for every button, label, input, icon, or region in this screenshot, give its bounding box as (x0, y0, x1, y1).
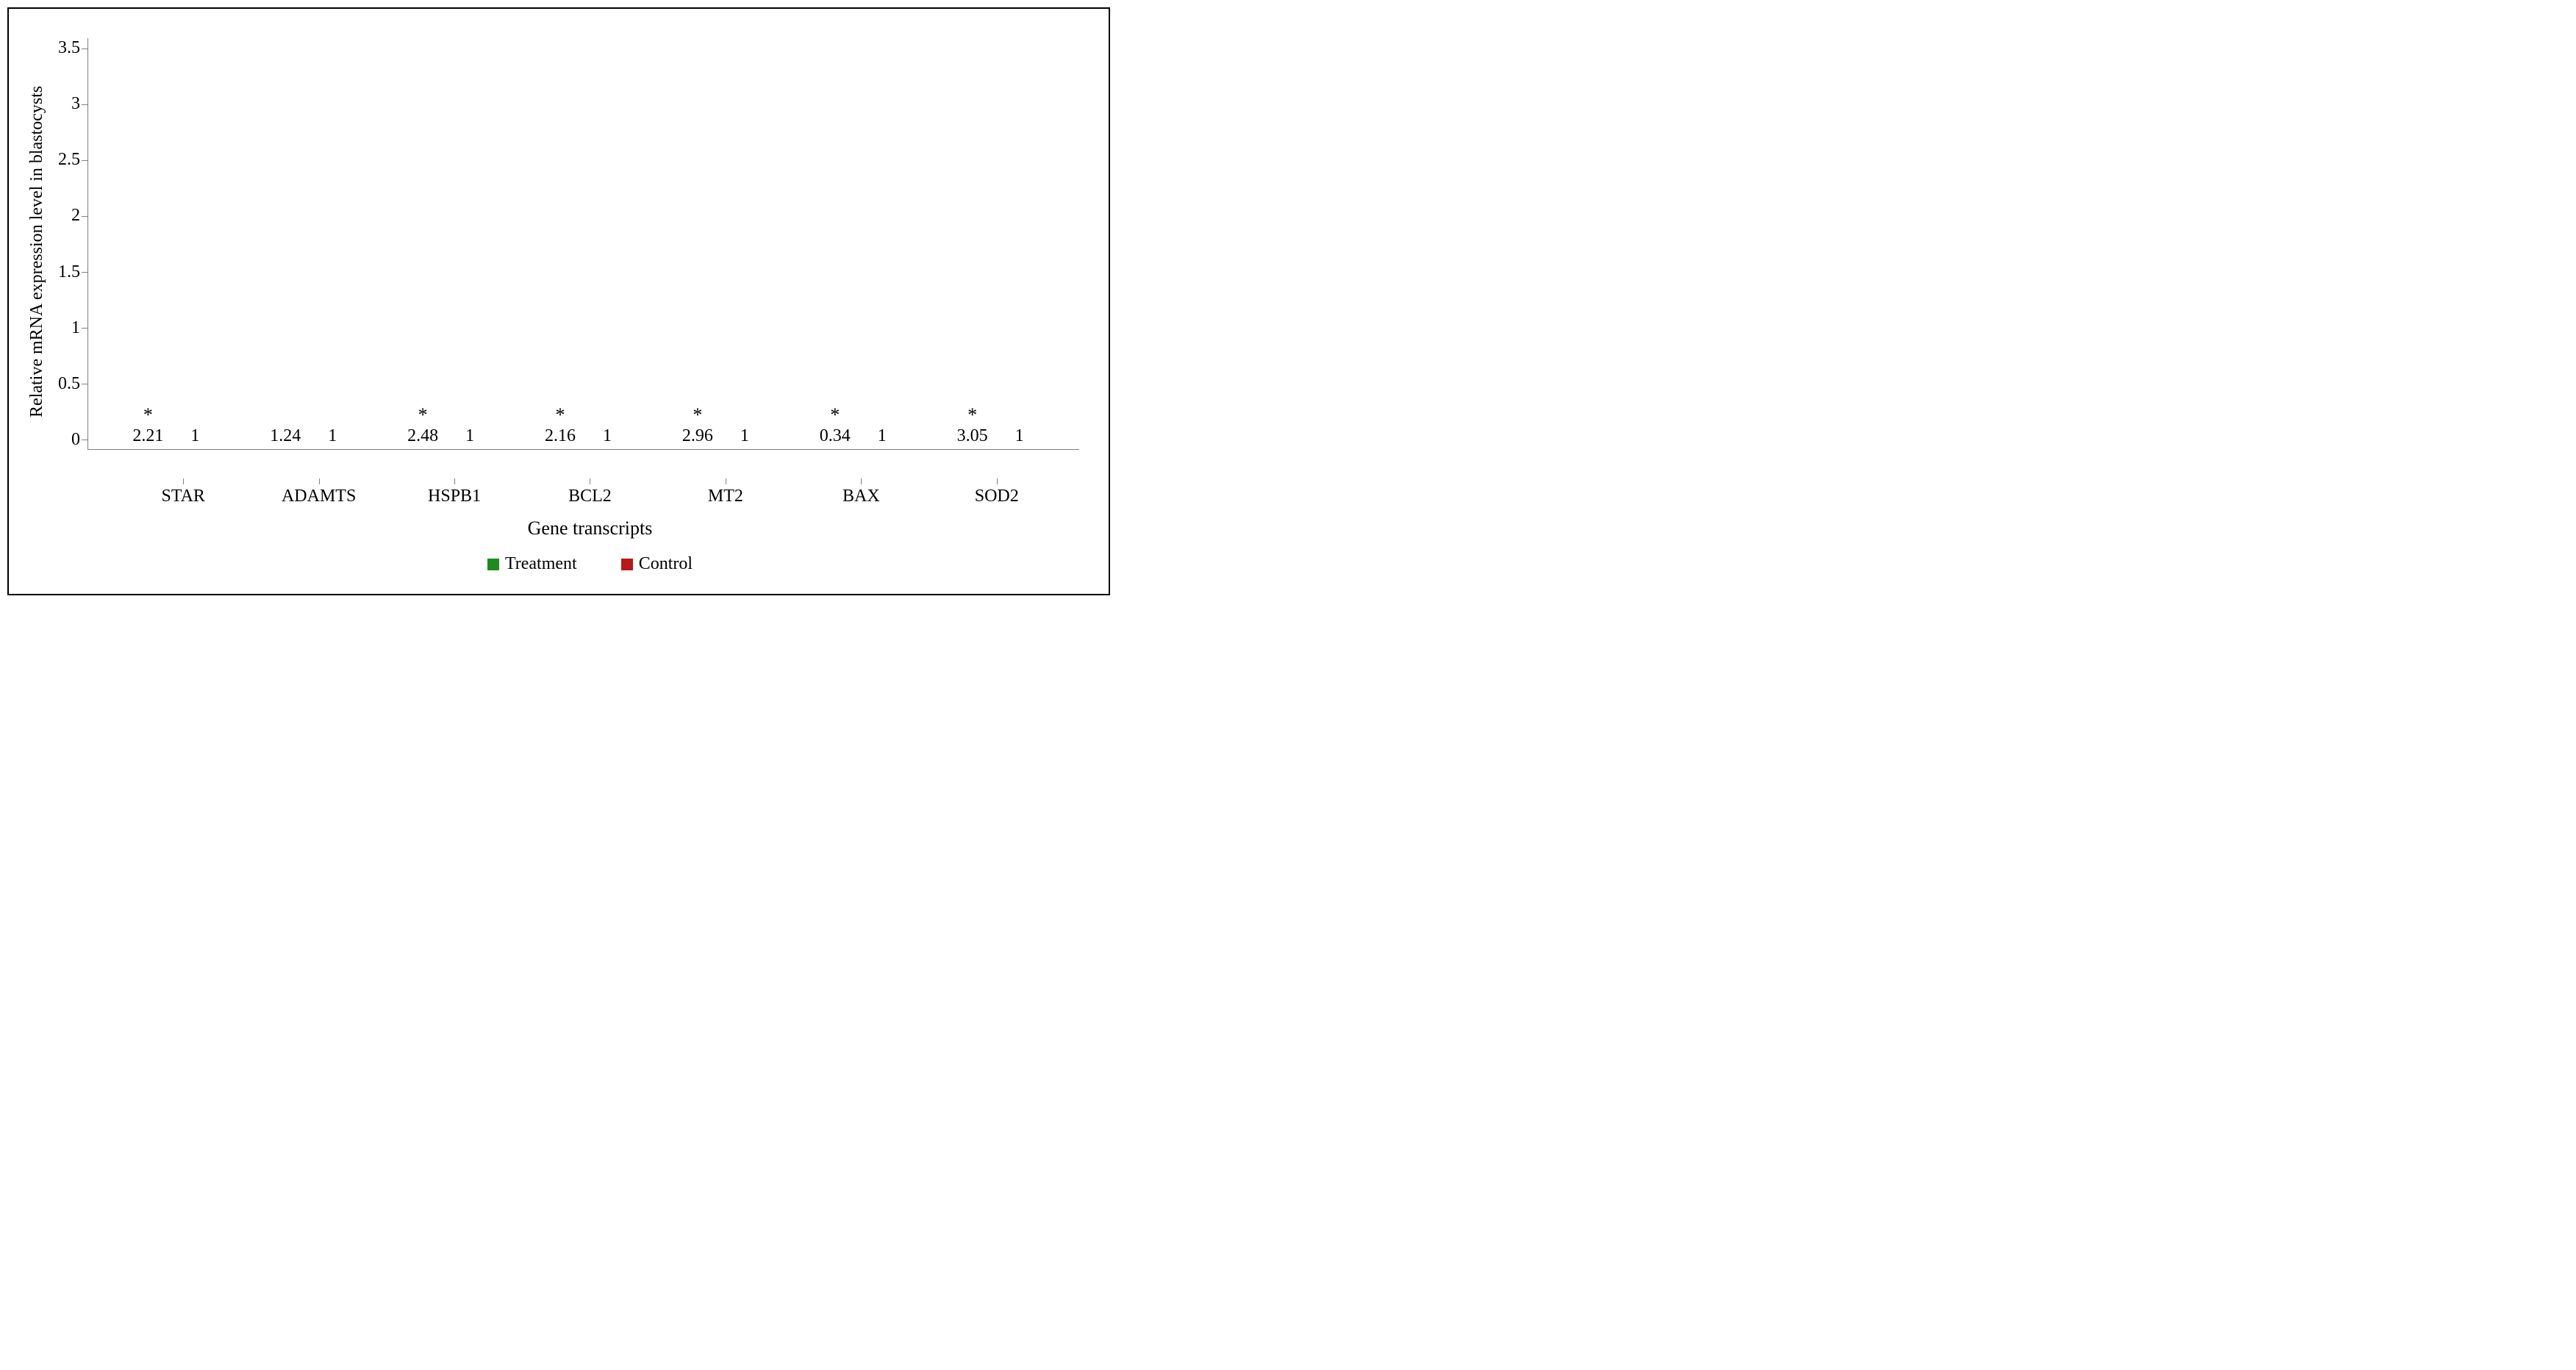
bar-value-label: 1 (878, 426, 887, 446)
x-tick-mark (319, 478, 320, 484)
x-tick: SOD2 (929, 479, 1065, 506)
y-tick: 3 (71, 94, 80, 114)
significance-marker: * (132, 406, 163, 425)
bar-value-label: 1 (740, 426, 749, 446)
x-tick-mark (997, 478, 998, 484)
significance-marker: * (957, 406, 988, 425)
x-axis-label: Gene transcripts (101, 517, 1079, 539)
x-tick: ADAMTS (251, 479, 386, 506)
legend-label-control: Control (639, 554, 693, 574)
legend-marker-control (621, 559, 633, 570)
significance-marker: * (407, 406, 438, 425)
y-tick: 2.5 (58, 150, 80, 170)
x-tick-mark (183, 478, 184, 484)
significance-marker: * (545, 406, 576, 425)
legend-label-treatment: Treatment (505, 554, 577, 574)
significance-marker: * (682, 406, 713, 425)
y-tick: 0 (71, 430, 80, 450)
y-tick: 1.5 (58, 262, 80, 282)
legend-marker-treatment (487, 559, 499, 570)
bar-value-label: 1 (190, 426, 199, 446)
bar-value-label: 1 (328, 426, 337, 446)
x-tick-mark (454, 478, 455, 484)
x-tick: MT2 (658, 479, 793, 506)
chart-container: Relative mRNA expression level in blasto… (7, 7, 1110, 595)
chart-body: Relative mRNA expression level in blasto… (24, 24, 1079, 479)
x-tick: STAR (115, 479, 251, 506)
bar-value-label: *2.16 (545, 406, 576, 446)
x-tick: BAX (793, 479, 929, 506)
significance-marker: * (820, 406, 851, 425)
plot-area: *2.21 1 1.24 1 *2.48 1 *2.16 1 *2.96 1 *0.34 1 *3.05… (87, 38, 1079, 450)
bar-value-label: 1 (603, 426, 612, 446)
x-tick: BCL2 (522, 479, 657, 506)
y-tick: 2 (71, 206, 80, 226)
y-tick: 1 (71, 318, 80, 338)
bar-value-label: 1.24 (270, 426, 301, 446)
bar-value-label: *2.48 (407, 406, 438, 446)
x-tick: HSPB1 (387, 479, 522, 506)
y-axis-label: Relative mRNA expression level in blasto… (24, 24, 51, 479)
bar-value-label: *2.96 (682, 406, 713, 446)
bar-value-label: *0.34 (820, 406, 851, 446)
x-axis: STARADAMTSHSPB1BCL2MT2BAXSOD2 (101, 479, 1079, 506)
bar-value-label: 1 (465, 426, 474, 446)
y-tick: 3.5 (58, 38, 80, 58)
legend-item-treatment: Treatment (487, 554, 577, 574)
y-axis: 0 0.5 1 1.5 2 2.5 3 3.5 (51, 38, 87, 450)
legend: Treatment Control (101, 554, 1079, 574)
bar-value-label: *2.21 (132, 406, 163, 446)
bar-value-label: *3.05 (957, 406, 988, 446)
x-tick-mark (861, 478, 862, 484)
bar-value-label: 1 (1015, 426, 1024, 446)
y-tick: 0.5 (58, 374, 80, 394)
legend-item-control: Control (621, 554, 693, 574)
bars-container: *2.21 1 1.24 1 *2.48 1 *2.16 1 *2.96 1 *0.34 1 *3.05… (88, 38, 1079, 449)
